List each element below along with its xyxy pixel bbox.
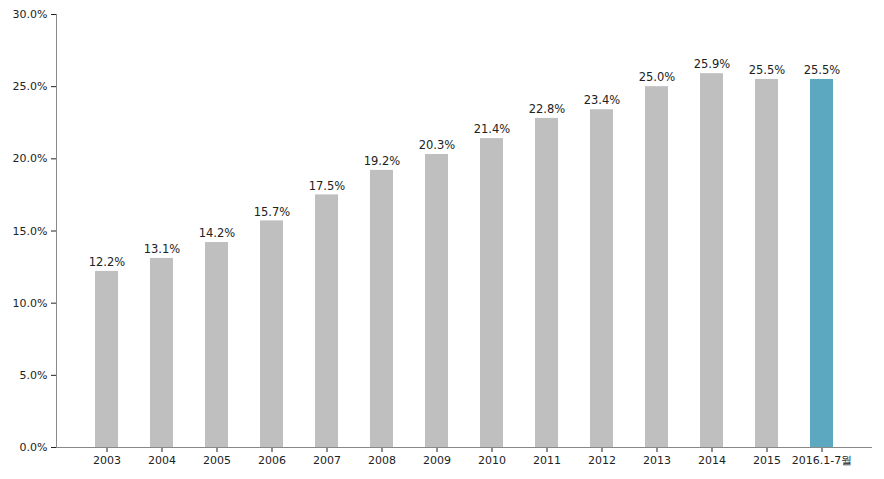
- svg-text:17.5%: 17.5%: [309, 179, 346, 193]
- svg-text:21.4%: 21.4%: [474, 122, 511, 136]
- svg-text:2010: 2010: [478, 454, 506, 467]
- svg-text:20.3%: 20.3%: [419, 138, 456, 152]
- svg-text:25.5%: 25.5%: [804, 63, 841, 77]
- svg-text:2007: 2007: [313, 454, 341, 467]
- svg-text:2005: 2005: [203, 454, 231, 467]
- svg-text:2013: 2013: [643, 454, 671, 467]
- svg-text:2009: 2009: [423, 454, 451, 467]
- svg-text:23.4%: 23.4%: [584, 93, 621, 107]
- svg-text:19.2%: 19.2%: [364, 154, 401, 168]
- svg-text:14.2%: 14.2%: [199, 226, 236, 240]
- svg-text:15.0%: 15.0%: [13, 225, 48, 238]
- svg-text:5.0%: 5.0%: [20, 369, 48, 382]
- svg-text:2003: 2003: [93, 454, 121, 467]
- svg-text:15.7%: 15.7%: [254, 205, 291, 219]
- svg-text:12.2%: 12.2%: [89, 255, 126, 269]
- svg-text:25.0%: 25.0%: [13, 80, 48, 93]
- svg-text:25.0%: 25.0%: [639, 70, 676, 84]
- svg-text:20.0%: 20.0%: [13, 152, 48, 165]
- svg-text:25.5%: 25.5%: [749, 63, 786, 77]
- svg-text:2012: 2012: [588, 454, 616, 467]
- svg-text:2015: 2015: [753, 454, 781, 467]
- svg-text:25.9%: 25.9%: [694, 57, 731, 71]
- svg-text:10.0%: 10.0%: [13, 297, 48, 310]
- svg-text:2008: 2008: [368, 454, 396, 467]
- svg-text:2006: 2006: [258, 454, 286, 467]
- svg-text:0.0%: 0.0%: [20, 441, 48, 454]
- svg-text:13.1%: 13.1%: [144, 242, 181, 256]
- svg-text:2014: 2014: [698, 454, 726, 467]
- svg-text:2004: 2004: [148, 454, 176, 467]
- svg-text:2011: 2011: [533, 454, 561, 467]
- svg-text:2016.1-7월: 2016.1-7월: [792, 454, 852, 467]
- svg-text:22.8%: 22.8%: [529, 102, 566, 116]
- svg-text:30.0%: 30.0%: [13, 8, 48, 21]
